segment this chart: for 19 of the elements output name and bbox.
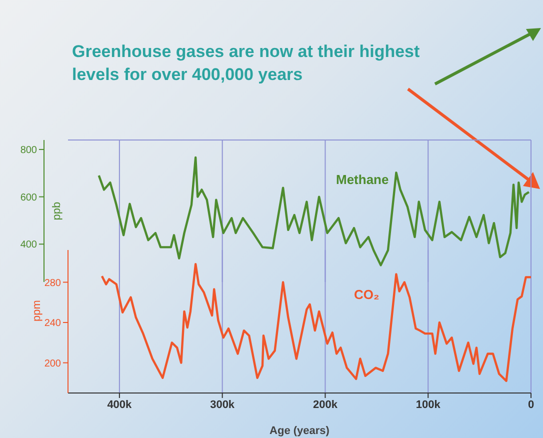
x-tick-label: 0: [528, 398, 534, 411]
x-tick-label: 200k: [312, 398, 338, 411]
y-axis-title: ppb: [50, 202, 63, 220]
x-tick-label: 400k: [107, 398, 133, 411]
line-series: [100, 263, 531, 382]
line-series: [98, 156, 530, 266]
series-label: Methane: [336, 172, 389, 187]
y-tick-label: 240: [44, 318, 62, 330]
y-axis-title: ppm: [30, 300, 43, 322]
chart-title: Greenhouse gases are now at their highest levels for over 400,000 years: [72, 41, 421, 86]
y-tick-label: 400: [20, 240, 38, 251]
series-label: CO₂: [354, 287, 380, 302]
x-tick-label: 100k: [416, 398, 442, 411]
x-tick-label: 300k: [210, 398, 236, 411]
y-tick-label: 280: [44, 278, 62, 289]
y-tick-label: 800: [20, 145, 38, 156]
x-axis-title: Age (years): [270, 425, 330, 437]
y-tick-label: 600: [20, 192, 38, 204]
y-tick-label: 200: [44, 358, 62, 370]
